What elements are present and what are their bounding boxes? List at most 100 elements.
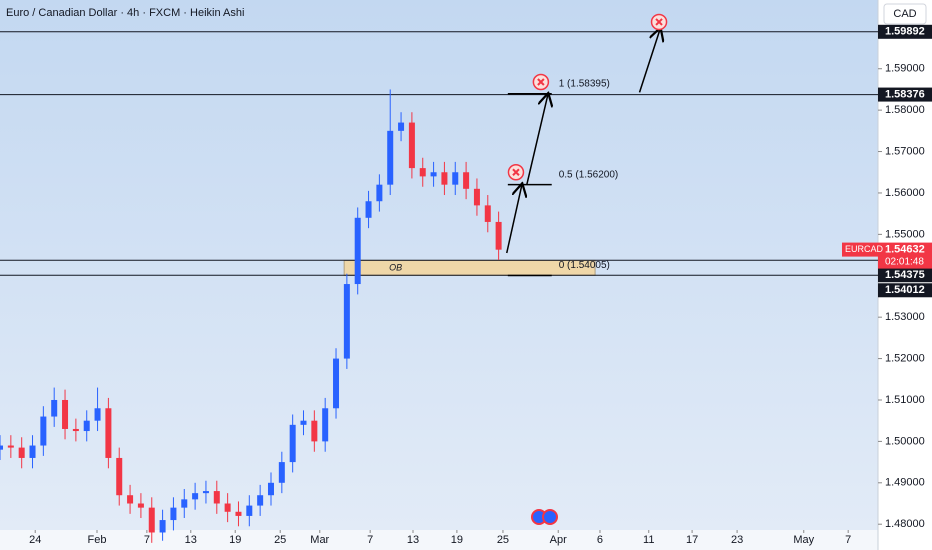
x-tick-label: May	[793, 534, 814, 546]
candle-body	[159, 520, 166, 533]
x-tick-label: 6	[597, 534, 603, 546]
target-x	[512, 168, 520, 176]
y-tick-label: 1.48000	[885, 518, 925, 530]
candle-body	[387, 130, 394, 185]
x-tick-label: 7	[367, 534, 373, 546]
candle-body	[62, 399, 69, 429]
x-tick-label: 25	[497, 534, 509, 546]
symbol-box	[842, 242, 878, 257]
fib-label: 1 (1.58395)	[559, 78, 610, 89]
y-tick-label: 1.52000	[885, 352, 925, 364]
candle-body	[181, 499, 188, 508]
candle-body	[83, 420, 90, 432]
candle-body	[224, 503, 231, 512]
y-tick-label: 1.58000	[885, 104, 925, 116]
x-tick-label: 19	[229, 534, 241, 546]
x-tick-label: 13	[185, 534, 197, 546]
fib-label: 0 (1.54005)	[559, 260, 610, 271]
time-axis-bg	[0, 530, 932, 550]
candle-body	[257, 495, 264, 506]
x-tick-label: 25	[274, 534, 286, 546]
candle-body	[18, 447, 25, 458]
candle-body	[419, 168, 426, 177]
event-icon[interactable]	[542, 509, 558, 525]
level-box	[878, 87, 932, 102]
x-tick-label: 17	[686, 534, 698, 546]
price-label: 1.54632	[885, 244, 925, 256]
x-tick-label: Mar	[310, 534, 329, 546]
arrow	[506, 185, 522, 254]
currency-box[interactable]	[883, 3, 927, 25]
x-tick-label: Apr	[550, 534, 567, 546]
target-x	[537, 78, 545, 86]
candle-body	[484, 205, 491, 222]
candle-body	[0, 445, 3, 450]
candle-body	[116, 457, 123, 496]
level-label: 1.58376	[885, 88, 925, 100]
candle-body	[51, 399, 58, 417]
candle-body	[408, 122, 415, 169]
x-tick-label: Feb	[88, 534, 107, 546]
level-box	[878, 283, 932, 298]
candle-body	[127, 495, 134, 504]
y-tick-label: 1.53000	[885, 311, 925, 323]
candle-body	[213, 491, 220, 504]
x-tick-label: 23	[731, 534, 743, 546]
x-tick-label: 7	[845, 534, 851, 546]
fib-label: 0.5 (1.56200)	[559, 169, 619, 180]
candle-body	[170, 507, 177, 521]
target-icon	[650, 13, 668, 31]
target-icon	[507, 164, 525, 181]
candle-body	[267, 482, 274, 496]
candle-body	[463, 172, 470, 189]
ob-label: OB	[389, 262, 402, 272]
price-box	[878, 242, 932, 257]
y-tick-label: 1.51000	[885, 394, 925, 406]
countdown-box	[878, 255, 932, 269]
x-tick-label: 24	[29, 534, 41, 546]
x-tick-label: 19	[451, 534, 463, 546]
candle-body	[105, 408, 112, 458]
x-tick-label: 7	[144, 534, 150, 546]
candle-body	[94, 408, 101, 421]
level-label: 1.54012	[885, 284, 925, 296]
y-tick-label: 1.50000	[885, 435, 925, 447]
candle-body	[398, 122, 405, 131]
candle-body	[148, 507, 155, 533]
arrow	[638, 29, 661, 93]
candle-body	[137, 503, 144, 508]
candle-body	[202, 491, 209, 494]
candle-body	[365, 201, 372, 218]
candle-body	[322, 408, 329, 442]
target-x	[655, 18, 663, 26]
target-icon	[532, 73, 550, 91]
level-box	[878, 24, 932, 39]
x-tick-label: 13	[407, 534, 419, 546]
y-tick-label: 1.55000	[885, 228, 925, 240]
x-tick-label: 11	[643, 534, 654, 546]
candle-body	[192, 493, 199, 500]
level-label: 1.54375	[885, 269, 925, 281]
currency: CAD	[893, 8, 916, 20]
candle-body	[452, 172, 459, 185]
ob-zone	[343, 259, 596, 276]
y-tick-label: 1.49000	[885, 477, 925, 489]
candle-body	[376, 184, 383, 202]
countdown: 02:01:48	[885, 257, 924, 268]
y-tick-label: 1.59000	[885, 63, 925, 75]
arrow	[526, 94, 548, 185]
candle-body	[72, 428, 79, 432]
candle-body	[289, 424, 296, 463]
candle-body	[343, 284, 350, 359]
candle-body	[430, 172, 437, 177]
candle-body	[441, 172, 448, 185]
y-tick-label: 1.57000	[885, 145, 925, 157]
candle-body	[235, 511, 242, 516]
candle-body	[40, 416, 47, 446]
candle-body	[333, 358, 340, 409]
candle-body	[354, 217, 361, 285]
candle-body	[278, 462, 285, 483]
y-tick-label: 1.56000	[885, 187, 925, 199]
